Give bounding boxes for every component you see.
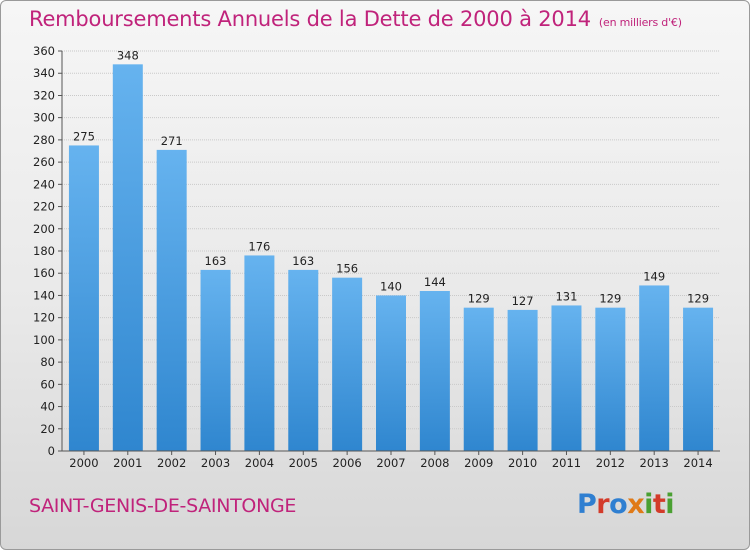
bar [419, 291, 450, 451]
y-tick-label: 280 [33, 133, 55, 147]
bar-value-label: 129 [687, 292, 709, 306]
bar [376, 295, 406, 451]
x-tick-label: 2013 [640, 456, 669, 470]
y-tick-label: 60 [40, 377, 55, 391]
logo-letter: P [577, 489, 597, 520]
logo-letter: i [665, 489, 675, 520]
bar-value-label: 144 [424, 275, 446, 289]
x-tick-label: 2009 [464, 456, 493, 470]
bar [551, 305, 582, 451]
bar [595, 307, 626, 451]
x-tick-label: 2012 [596, 456, 625, 470]
bar [332, 277, 363, 451]
x-tick-label: 2006 [332, 456, 361, 470]
x-tick-label: 2007 [376, 456, 405, 470]
bar-value-label: 129 [599, 292, 621, 306]
bar [639, 285, 670, 451]
y-tick-label: 80 [40, 355, 55, 369]
bar [288, 269, 319, 451]
y-tick-label: 220 [33, 200, 55, 214]
proxiti-logo[interactable]: Proxiti [577, 489, 675, 520]
x-tick-label: 2005 [289, 456, 318, 470]
y-tick-label: 340 [33, 66, 55, 80]
logo-letter: o [609, 489, 628, 520]
unit-label: (en milliers d'€) [598, 16, 682, 29]
y-tick-label: 360 [33, 44, 55, 58]
y-tick-label: 140 [33, 288, 55, 302]
y-tick-label: 300 [33, 111, 55, 125]
bar [68, 145, 99, 451]
bar-value-label: 176 [248, 239, 270, 253]
x-tick-label: 2000 [69, 456, 98, 470]
bar-value-label: 156 [336, 262, 358, 276]
bar-value-label: 275 [73, 129, 95, 143]
logo-letter: x [627, 489, 645, 520]
x-tick-label: 2002 [157, 456, 186, 470]
y-tick-label: 320 [33, 88, 55, 102]
x-tick-label: 2010 [508, 456, 537, 470]
logo-letter: r [596, 489, 610, 520]
x-tick-label: 2011 [552, 456, 581, 470]
x-tick-label: 2008 [420, 456, 449, 470]
axes: 0 20 40 60 80 100 120 140 160 180 200 220 240 260 280 3… [33, 44, 720, 470]
bar [156, 149, 187, 451]
city-name: SAINT-GENIS-DE-SAINTONGE [29, 495, 297, 517]
y-tick-label: 160 [33, 266, 55, 280]
bar [112, 64, 143, 452]
bar-value-label: 163 [205, 254, 227, 268]
y-tick-label: 100 [33, 333, 55, 347]
x-tick-label: 2001 [113, 456, 142, 470]
bar-value-label: 163 [292, 254, 314, 268]
bar [463, 307, 494, 451]
bar-value-label: 348 [117, 48, 139, 62]
bar [683, 307, 714, 451]
title-text: Remboursements Annuels de la Dette de 20… [29, 7, 591, 31]
bar [200, 269, 231, 451]
bars: 275 348 271 163 176 163 156 140 144 129 127 131 129 1… [68, 48, 714, 452]
y-tick-label: 260 [33, 155, 55, 169]
y-tick-label: 20 [40, 422, 55, 436]
x-tick-label: 2014 [683, 456, 712, 470]
bar-value-label: 271 [161, 134, 183, 148]
bar-value-label: 131 [555, 289, 577, 303]
bar-value-label: 129 [468, 292, 490, 306]
bar-value-label: 140 [380, 279, 402, 293]
bar [507, 309, 538, 451]
y-tick-label: 240 [33, 177, 55, 191]
x-tick-label: 2003 [201, 456, 230, 470]
y-tick-label: 120 [33, 311, 55, 325]
bar [244, 255, 275, 451]
bar-value-label: 149 [643, 269, 665, 283]
y-tick-label: 200 [33, 222, 55, 236]
y-tick-label: 40 [40, 400, 55, 414]
logo-letter: i [644, 489, 653, 520]
y-tick-label: 0 [48, 444, 55, 458]
x-tick-label: 2004 [245, 456, 274, 470]
logo-letter: t [652, 489, 666, 520]
chart-title: Remboursements Annuels de la Dette de 20… [29, 7, 682, 31]
bar-value-label: 127 [512, 294, 534, 308]
y-tick-label: 180 [33, 244, 55, 258]
